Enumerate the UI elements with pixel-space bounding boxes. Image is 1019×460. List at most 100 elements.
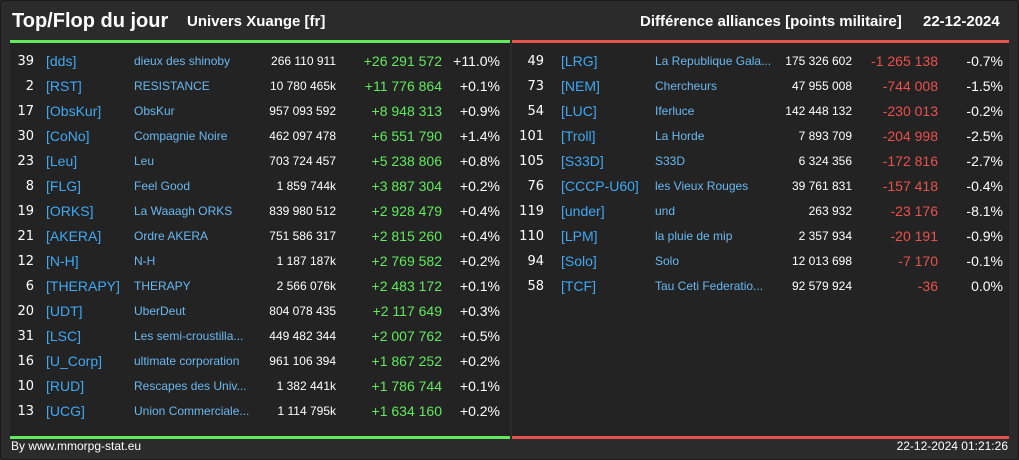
universe-label: Univers Xuange [fr] bbox=[187, 13, 326, 30]
alliance-tag-link[interactable]: [ObsKur] bbox=[46, 103, 102, 119]
alliance-name-link[interactable]: Solo bbox=[655, 254, 680, 268]
alliance-tag-link[interactable]: [NEM] bbox=[561, 78, 600, 94]
alliance-tag-link[interactable]: [S33D] bbox=[561, 153, 604, 169]
table-row: 13 [UCG] Union Commerciale... 1 114 795k +1 … bbox=[10, 399, 510, 424]
rank-cell: 31 bbox=[17, 329, 34, 344]
alliance-name-link[interactable]: Ordre AKERA bbox=[134, 229, 209, 243]
alliance-tag-link[interactable]: [Leu] bbox=[46, 153, 78, 169]
alliance-tag-link[interactable]: [THERAPY] bbox=[46, 278, 120, 294]
points-cell: 2 357 934 bbox=[798, 229, 852, 243]
delta-cell: -204 998 bbox=[882, 128, 938, 144]
alliance-name-link[interactable]: S33D bbox=[655, 154, 686, 168]
table-row: 31 [LSC] Les semi-croustilla... 449 482 344… bbox=[10, 324, 510, 349]
alliance-tag-link[interactable]: [TCF] bbox=[561, 278, 596, 294]
points-cell: 10 780 465k bbox=[269, 79, 336, 93]
rank-cell: 16 bbox=[17, 354, 34, 369]
alliance-name-link[interactable]: La Republique Gala... bbox=[655, 54, 772, 68]
percent-cell: +0.4% bbox=[459, 203, 500, 219]
alliance-name-link[interactable]: THERAPY bbox=[134, 279, 191, 293]
points-cell: 957 093 592 bbox=[269, 104, 336, 118]
alliance-tag-link[interactable]: [LUC] bbox=[561, 103, 597, 119]
alliance-tag-link[interactable]: [UCG] bbox=[46, 403, 85, 419]
percent-cell: +0.3% bbox=[459, 303, 500, 319]
alliance-tag-link[interactable]: [CoNo] bbox=[46, 128, 90, 144]
alliance-tag-link[interactable]: [LSC] bbox=[46, 328, 82, 344]
alliance-tag-link[interactable]: [AKERA] bbox=[46, 228, 102, 244]
points-cell: 1 114 795k bbox=[277, 404, 337, 418]
alliance-name-link[interactable]: Leu bbox=[134, 154, 155, 168]
delta-cell: +2 007 762 bbox=[371, 328, 442, 344]
alliance-name-link[interactable]: les Vieux Rouges bbox=[655, 179, 749, 193]
percent-cell: -0.9% bbox=[966, 228, 1003, 244]
table-row: 105 [S33D] S33D 6 324 356 -172 816 -2.7% bbox=[512, 149, 1009, 174]
alliance-name-link[interactable]: La Waaagh ORKS bbox=[134, 204, 233, 218]
table-row: 19 [ORKS] La Waaagh ORKS 839 980 512 +2 928 … bbox=[10, 199, 510, 224]
alliance-name-link[interactable]: Chercheurs bbox=[655, 79, 718, 93]
alliance-name-link[interactable]: UberDeut bbox=[134, 304, 186, 318]
alliance-name-link[interactable]: Les semi-croustilla... bbox=[134, 329, 244, 343]
alliance-name-link[interactable]: RESISTANCE bbox=[134, 79, 210, 93]
delta-cell: -7 170 bbox=[898, 253, 938, 269]
alliance-tag-link[interactable]: [CCCP-U60] bbox=[561, 178, 639, 194]
rank-cell: 76 bbox=[527, 179, 544, 194]
alliance-tag-link[interactable]: [FLG] bbox=[46, 178, 82, 194]
rank-cell: 110 bbox=[519, 229, 544, 244]
delta-cell: -172 816 bbox=[882, 153, 938, 169]
rank-cell: 73 bbox=[527, 79, 544, 94]
alliance-tag-link[interactable]: [U_Corp] bbox=[46, 353, 103, 369]
source-link[interactable]: By www.mmorpg-stat.eu bbox=[11, 439, 142, 453]
alliance-name-link[interactable]: La Horde bbox=[655, 129, 705, 143]
percent-cell: +0.1% bbox=[459, 378, 500, 394]
table-row: 16 [U_Corp] ultimate corporation 961 106 39… bbox=[10, 349, 510, 374]
rank-cell: 119 bbox=[519, 204, 544, 219]
alliance-name-link[interactable]: und bbox=[655, 204, 676, 218]
percent-cell: +0.2% bbox=[459, 178, 500, 194]
alliance-tag-link[interactable]: [dds] bbox=[46, 53, 77, 69]
table-row: 8 [FLG] Feel Good 1 859 744k +3 887 304 +0.2% bbox=[10, 174, 510, 199]
alliance-tag-link[interactable]: [LRG] bbox=[561, 53, 598, 69]
page-title: Top/Flop du jour bbox=[12, 10, 169, 32]
alliance-name-link[interactable]: Rescapes des Univ... bbox=[134, 379, 247, 393]
rank-cell: 39 bbox=[17, 54, 34, 69]
percent-cell: +0.5% bbox=[459, 328, 500, 344]
delta-cell: -1 265 138 bbox=[871, 53, 938, 69]
alliance-tag-link[interactable]: [under] bbox=[561, 203, 605, 219]
rank-cell: 10 bbox=[17, 379, 34, 394]
table-row: 110 [LPM] la pluie de mip 2 357 934 -20 191 -… bbox=[512, 224, 1009, 249]
alliance-tag-link[interactable]: [ORKS] bbox=[46, 203, 94, 219]
delta-cell: +2 928 479 bbox=[371, 203, 442, 219]
alliance-tag-link[interactable]: [N-H] bbox=[46, 253, 79, 269]
alliance-name-link[interactable]: la pluie de mip bbox=[655, 229, 733, 243]
percent-cell: +0.4% bbox=[459, 228, 500, 244]
points-cell: 39 761 831 bbox=[791, 179, 852, 193]
percent-cell: +0.9% bbox=[459, 103, 500, 119]
alliance-tag-link[interactable]: [Troll] bbox=[561, 128, 596, 144]
alliance-name-link[interactable]: Feel Good bbox=[134, 179, 191, 193]
delta-cell: -20 191 bbox=[890, 228, 938, 244]
alliance-name-link[interactable]: Union Commerciale... bbox=[134, 404, 250, 418]
alliance-tag-link[interactable]: [UDT] bbox=[46, 303, 83, 319]
alliance-name-link[interactable]: ObsKur bbox=[134, 104, 175, 118]
alliance-tag-link[interactable]: [Solo] bbox=[561, 253, 597, 269]
alliance-name-link[interactable]: ultimate corporation bbox=[134, 354, 240, 368]
alliance-tag-link[interactable]: [RST] bbox=[46, 78, 82, 94]
alliance-name-link[interactable]: N-H bbox=[134, 254, 156, 268]
table-row: 76 [CCCP-U60] les Vieux Rouges 39 761 831 -1… bbox=[512, 174, 1009, 199]
alliance-name-link[interactable]: Iferluce bbox=[655, 104, 695, 118]
delta-cell: +26 291 572 bbox=[363, 53, 442, 69]
delta-cell: +5 238 806 bbox=[371, 153, 442, 169]
percent-cell: -2.5% bbox=[966, 128, 1003, 144]
table-row: 21 [AKERA] Ordre AKERA 751 586 317 +2 815 26… bbox=[10, 224, 510, 249]
rank-cell: 49 bbox=[527, 54, 544, 69]
points-cell: 449 482 344 bbox=[269, 329, 336, 343]
delta-cell: +2 483 172 bbox=[371, 278, 442, 294]
delta-cell: -23 176 bbox=[890, 203, 938, 219]
alliance-name-link[interactable]: Compagnie Noire bbox=[134, 129, 228, 143]
rank-cell: 6 bbox=[25, 279, 34, 294]
table-row: 73 [NEM] Chercheurs 47 955 008 -744 008 -1.5% bbox=[512, 74, 1009, 99]
alliance-name-link[interactable]: dieux des shinoby bbox=[134, 54, 231, 68]
points-cell: 266 110 911 bbox=[271, 54, 336, 68]
alliance-tag-link[interactable]: [RUD] bbox=[46, 378, 85, 394]
alliance-tag-link[interactable]: [LPM] bbox=[561, 228, 598, 244]
alliance-name-link[interactable]: Tau Ceti Federatio... bbox=[655, 279, 764, 293]
